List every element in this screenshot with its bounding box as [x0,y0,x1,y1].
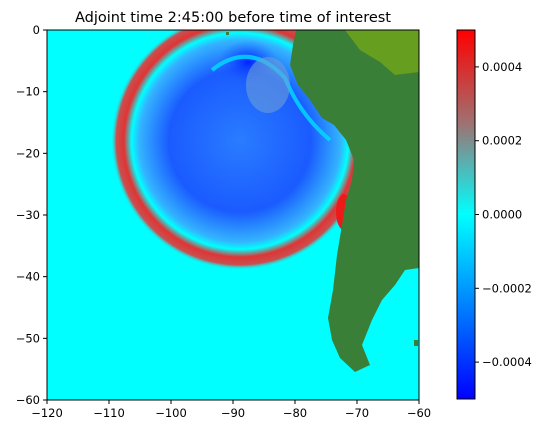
land-mass [290,30,419,372]
x-tick-label: −90 [221,406,245,420]
x-tick-label: −80 [283,406,307,420]
y-tick-label: −10 [16,85,40,99]
colorbar-tick-label: 0.0004 [482,60,522,74]
y-axis: 0 −10 −20 −30 −40 −50 −60 [16,23,47,407]
x-tick-label: −60 [407,406,431,420]
x-tick-label: −120 [31,406,63,420]
chart-title: Adjoint time 2:45:00 before time of inte… [75,10,391,26]
y-tick-label: −50 [16,331,40,345]
x-axis: −120 −110 −100 −90 −80 −70 −60 [31,400,431,420]
y-tick-label: −40 [16,270,40,284]
y-tick-label: −30 [16,208,40,222]
colorbar-axis: 0.0004 0.0002 0.0000 −0.0002 −0.0004 [475,60,532,369]
x-tick-label: −110 [93,406,125,420]
land-speck [414,340,418,346]
colorbar [456,29,476,400]
x-tick-label: −70 [345,406,369,420]
land-speck [226,32,229,35]
plot-area [47,30,419,400]
highlands [345,30,419,75]
x-tick-label: −100 [155,406,187,420]
reflected-wave [246,57,290,113]
colorbar-tick-label: −0.0004 [482,355,532,369]
colorbar-tick-label: −0.0002 [482,281,532,295]
colorbar-tick-label: 0.0002 [482,134,522,148]
y-tick-label: −20 [16,146,40,160]
y-tick-label: 0 [33,23,40,37]
colorbar-tick-label: 0.0000 [482,208,522,222]
y-tick-label: −60 [16,393,40,407]
